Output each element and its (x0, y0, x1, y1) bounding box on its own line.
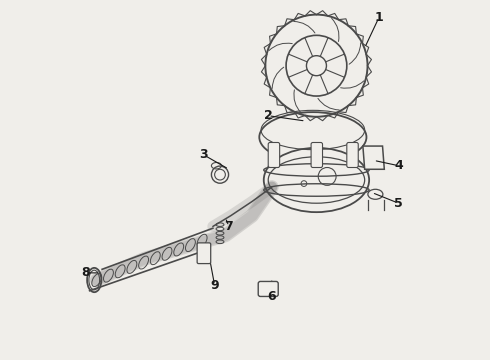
Text: 3: 3 (199, 148, 208, 162)
Ellipse shape (259, 112, 367, 162)
Text: 2: 2 (264, 109, 272, 122)
FancyBboxPatch shape (347, 143, 358, 167)
Text: 6: 6 (268, 289, 276, 303)
Text: 9: 9 (210, 279, 219, 292)
Text: 1: 1 (374, 11, 383, 24)
Polygon shape (363, 146, 384, 169)
FancyBboxPatch shape (268, 143, 280, 167)
Text: 5: 5 (394, 197, 403, 210)
Text: 8: 8 (82, 266, 90, 279)
FancyBboxPatch shape (258, 282, 278, 296)
Text: 4: 4 (394, 159, 403, 172)
Text: 7: 7 (224, 220, 233, 233)
FancyBboxPatch shape (197, 243, 211, 264)
FancyBboxPatch shape (311, 143, 322, 167)
Ellipse shape (264, 148, 369, 212)
